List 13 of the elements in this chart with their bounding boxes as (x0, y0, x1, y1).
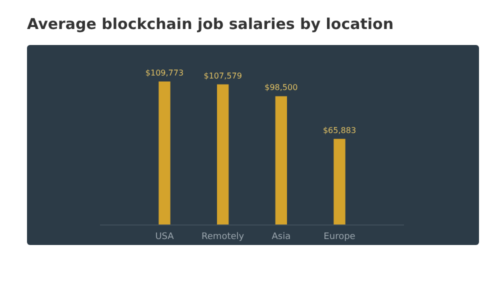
x-tick-label: Asia (272, 232, 291, 242)
bar (334, 138, 346, 225)
x-tick-label: Europe (324, 232, 356, 242)
bar (275, 96, 287, 225)
x-tick-label: USA (155, 232, 175, 242)
bar (158, 81, 170, 225)
bar (217, 84, 229, 225)
x-tick-label: Remotely (202, 232, 245, 242)
data-label: $65,883 (322, 126, 356, 135)
data-label: $107,579 (204, 71, 242, 80)
chart-title: Average blockchain job salaries by location (27, 15, 394, 33)
data-label: $109,773 (145, 68, 184, 78)
data-label: $98,500 (264, 83, 298, 92)
